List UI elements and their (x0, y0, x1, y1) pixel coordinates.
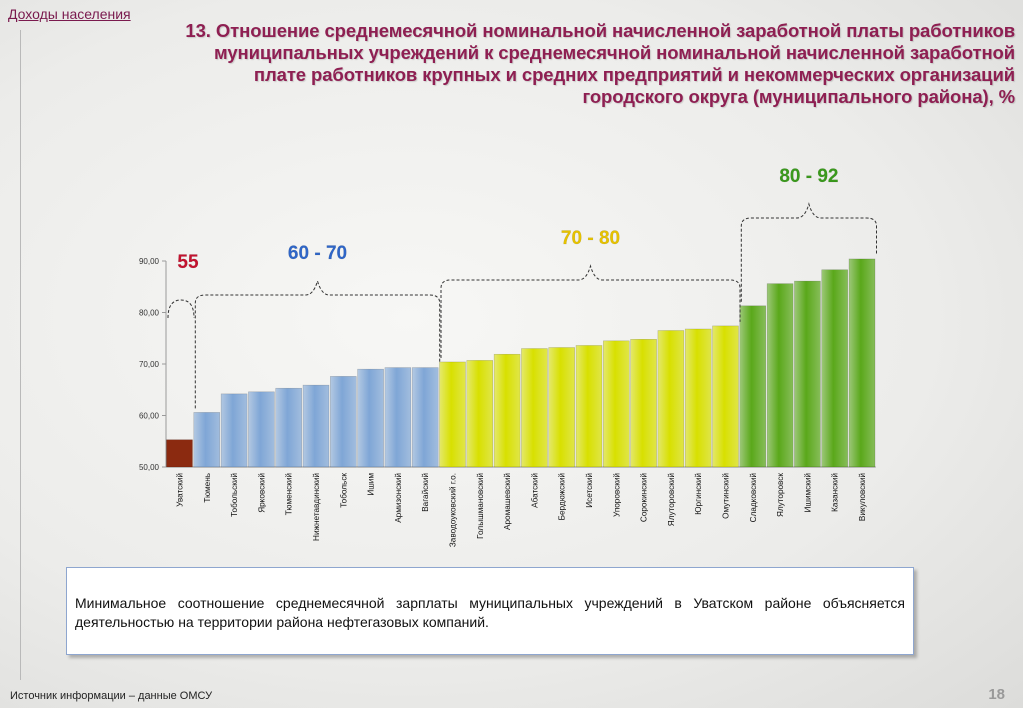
group-bracket (167, 299, 195, 319)
bar-19 (657, 330, 685, 468)
x-tick-label: Уватский (176, 473, 185, 507)
source-note: Источник информации – данные ОМСУ (10, 690, 213, 702)
group-label: 70 - 80 (561, 228, 620, 249)
x-tick-label: Тобольский (230, 473, 239, 517)
x-tick-label: Заводоуковский г.о. (449, 473, 458, 547)
bar-18 (630, 339, 657, 468)
bar-26 (848, 258, 876, 468)
bar-6 (302, 384, 330, 468)
bar-12 (466, 360, 494, 468)
group-bracket (194, 279, 441, 409)
bar-3 (220, 393, 248, 468)
group-label: 55 (177, 252, 199, 273)
y-tick-label: 80,00 (139, 309, 160, 318)
group-bracket (440, 264, 741, 358)
bar-22 (739, 305, 767, 468)
bar-10 (411, 367, 439, 468)
x-tick-label: Сладковский (749, 473, 758, 522)
bar-24 (794, 280, 821, 468)
bar-20 (684, 328, 712, 468)
x-tick-label: Армизонский (394, 473, 403, 523)
x-tick-label: Тюменский (285, 473, 294, 515)
x-tick-label: Ялуторовск (776, 473, 785, 517)
bar-25 (821, 269, 848, 468)
section-link[interactable]: Доходы населения (8, 6, 131, 22)
x-tick-label: Ярковский (257, 473, 266, 513)
bar-9 (384, 367, 412, 468)
x-tick-label: Тюмень (203, 473, 212, 503)
bar-5 (275, 387, 302, 468)
x-tick-label: Омутинский (722, 473, 731, 519)
bar-2 (193, 412, 221, 468)
x-tick-label: Исетский (585, 473, 594, 508)
x-tick-label: Сорокинский (640, 473, 649, 522)
x-tick-label: Викуловский (858, 473, 867, 521)
left-divider-line (20, 30, 21, 680)
bar-13 (493, 353, 521, 468)
x-tick-label: Ишимский (803, 473, 812, 512)
group-label: 80 - 92 (779, 166, 838, 187)
x-tick-label: Аромашевский (503, 473, 512, 530)
y-tick-label: 70,00 (139, 360, 160, 369)
note-text: Минимальное соотношение среднемесячной з… (75, 595, 905, 630)
x-tick-label: Голышмановский (476, 473, 485, 539)
y-tick-label: 90,00 (139, 257, 160, 266)
bar-1 (166, 439, 193, 468)
bar-15 (548, 347, 575, 468)
x-tick-label: Бердюжский (558, 473, 567, 520)
x-tick-label: Ялуторовский (667, 473, 676, 526)
group-label: 60 - 70 (288, 243, 347, 264)
bar-17 (603, 340, 630, 468)
bar-chart: 50,00 60,00 70,00 80,00 90,00 Уватский Тюмень Т… (139, 166, 877, 547)
bar-21 (712, 325, 739, 468)
y-tick-label: 50,00 (139, 463, 160, 472)
x-tick-label: Юргинский (694, 473, 703, 515)
page-number: 18 (988, 686, 1005, 703)
group-bracket (740, 202, 877, 302)
x-tick-label: Ишим (367, 473, 376, 496)
bar-4 (248, 391, 275, 468)
bar-16 (575, 345, 603, 468)
x-tick-label: Абатский (530, 473, 539, 508)
y-tick-label: 60,00 (139, 412, 160, 421)
x-tick-label: Нижнетавдинский (312, 473, 321, 541)
x-tick-label: Вагайский (421, 473, 430, 512)
bar-23 (766, 283, 794, 468)
x-tick-label: Упоровский (612, 473, 621, 517)
x-tick-label: Тобольск (339, 473, 348, 508)
slide-title: 13. Отношение среднемесячной номинальной… (185, 20, 1015, 107)
x-tick-label: Казанский (831, 473, 840, 512)
note-box: Минимальное соотношение среднемесячной з… (66, 567, 914, 655)
bar-14 (521, 348, 548, 468)
bar-8 (357, 368, 384, 468)
bar-11 (439, 361, 466, 468)
bar-7 (330, 376, 357, 468)
